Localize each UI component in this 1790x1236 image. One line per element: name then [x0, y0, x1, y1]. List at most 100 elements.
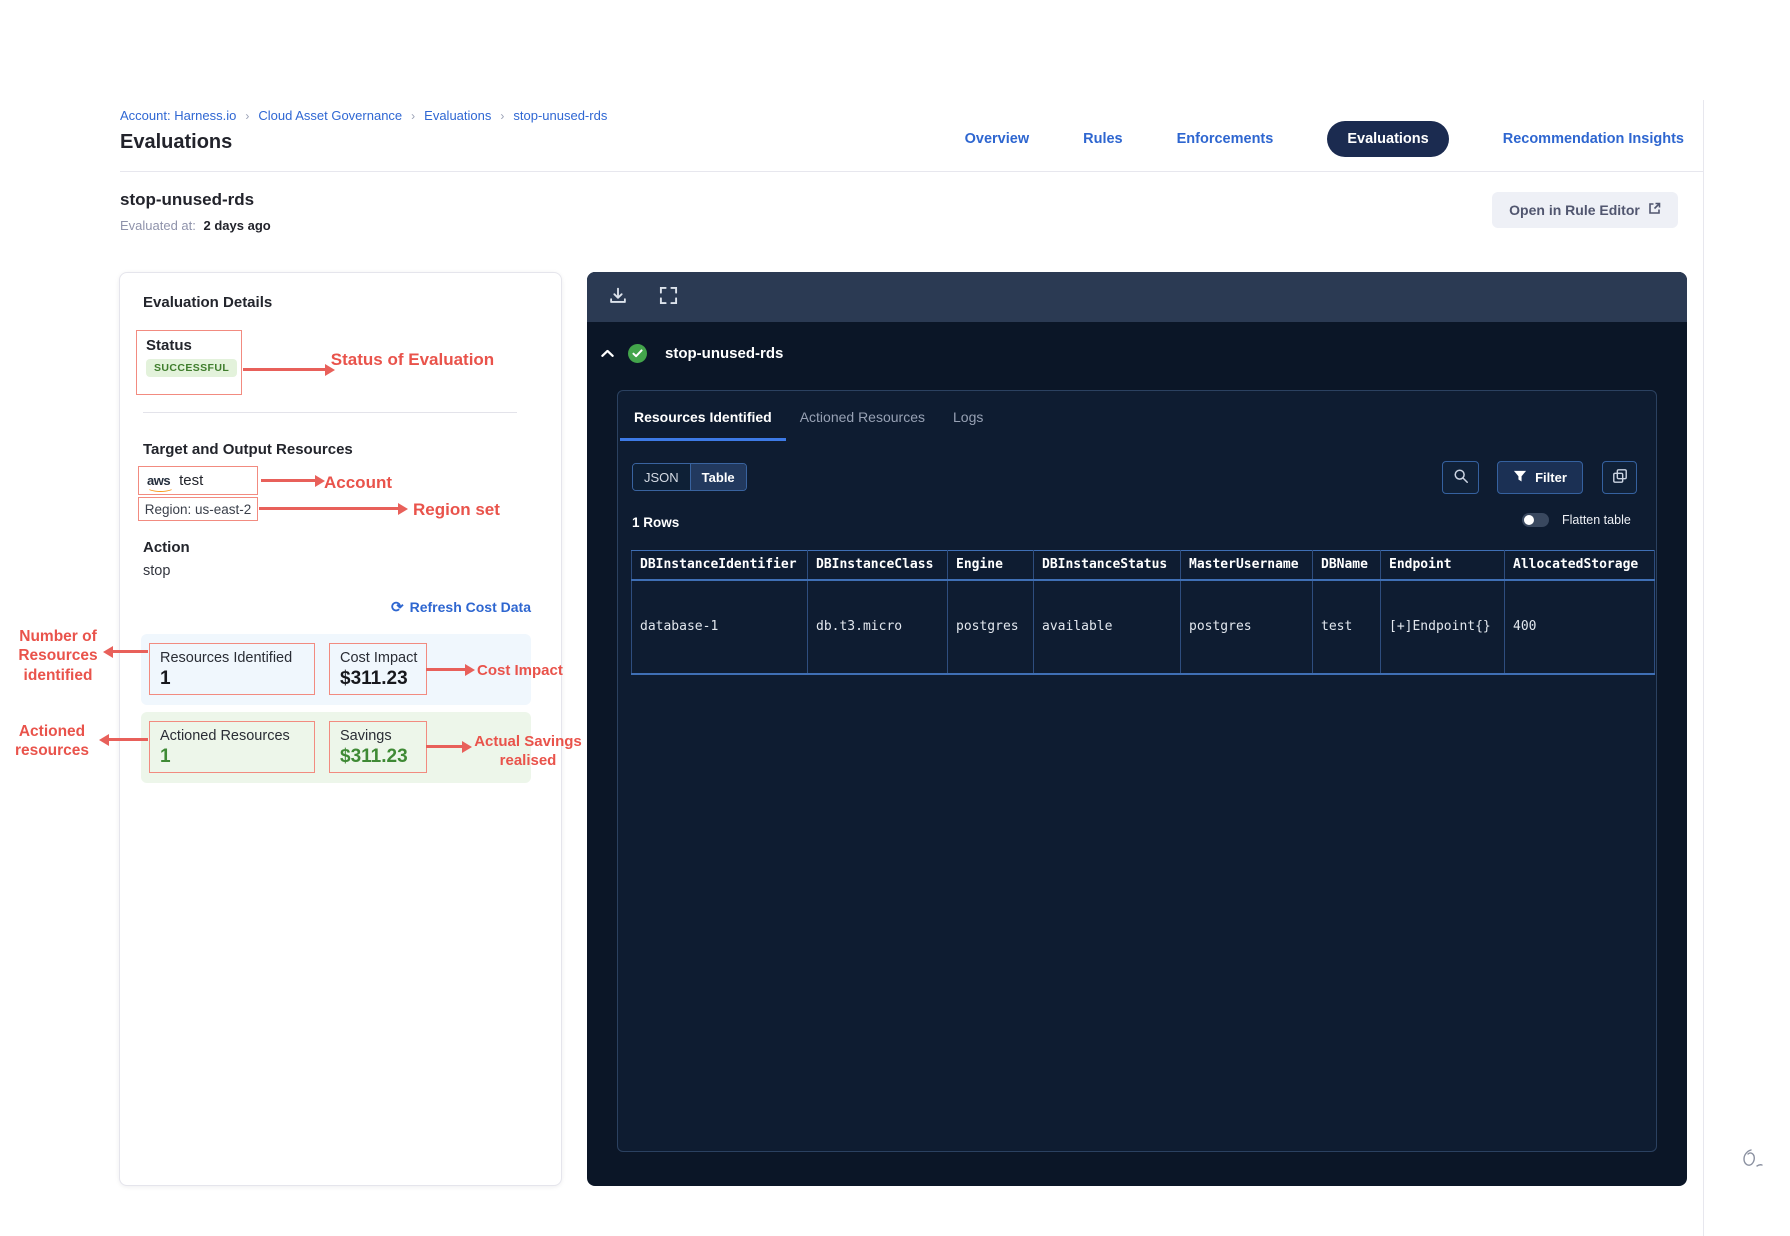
section-divider — [143, 412, 517, 413]
table-row: database-1 db.t3.micro postgres availabl… — [631, 579, 1655, 675]
viewer-toolbar — [587, 272, 1687, 322]
account-annotation-box: aws test — [138, 466, 258, 495]
cell-db-instance-class: db.t3.micro — [807, 579, 948, 675]
nav-tab-evaluations-active[interactable]: Evaluations — [1327, 121, 1449, 157]
status-badge: SUCCESSFUL — [146, 359, 238, 377]
savings-label: Savings — [340, 728, 392, 744]
refresh-cost-data-label: Refresh Cost Data — [409, 599, 531, 615]
region-annotation-box: Region: us-east-2 — [138, 497, 258, 521]
annotation-region-set: Region set — [413, 500, 500, 519]
breadcrumb-evaluations[interactable]: Evaluations — [424, 108, 492, 123]
cell-engine: postgres — [947, 579, 1034, 675]
rule-name-heading: stop-unused-rds — [120, 190, 255, 209]
cell-db-name: test — [1312, 579, 1381, 675]
cell-endpoint-expandable[interactable]: [+]Endpoint{} — [1380, 579, 1505, 675]
external-link-icon — [1648, 202, 1661, 218]
filter-label: Filter — [1535, 470, 1567, 485]
open-in-rule-editor-button[interactable]: Open in Rule Editor — [1492, 192, 1678, 228]
savings-metric: Savings $311.23 — [329, 721, 427, 773]
annotation-account: Account — [324, 473, 392, 492]
status-annotation-box: Status SUCCESSFUL — [136, 330, 242, 395]
resources-identified-metric: Resources Identified 1 — [149, 643, 315, 695]
annotation-actual-savings: Actual Savings realised — [474, 733, 582, 770]
rows-count: 1 Rows — [632, 515, 680, 530]
annotation-number-of-resources: Number of Resources identified — [18, 628, 98, 684]
view-mode-table-active[interactable]: Table — [689, 464, 746, 490]
tab-logs[interactable]: Logs — [953, 409, 984, 425]
download-icon — [607, 285, 629, 310]
column-header: DBInstanceClass — [807, 550, 948, 581]
table-header-row: DBInstanceIdentifier DBInstanceClass Eng… — [631, 550, 1655, 581]
copy-button[interactable] — [1602, 461, 1637, 494]
search-icon — [1453, 468, 1469, 487]
resources-identified-label: Resources Identified — [160, 650, 293, 666]
fullscreen-button[interactable] — [659, 286, 678, 308]
toggle-knob — [1524, 515, 1534, 525]
actioned-annotation-arrow — [108, 738, 148, 741]
pen-squiggle — [1737, 1144, 1763, 1179]
view-mode-json[interactable]: JSON — [633, 464, 690, 490]
status-annotation-arrow — [243, 368, 326, 371]
breadcrumb-separator: › — [411, 108, 416, 123]
cell-allocated-storage: 400 — [1504, 579, 1655, 675]
success-check-icon — [628, 343, 647, 363]
column-header: AllocatedStorage — [1504, 550, 1655, 581]
breadcrumb-separator: › — [245, 108, 250, 123]
flatten-table-label: Flatten table — [1562, 513, 1631, 527]
evaluated-at-label: Evaluated at: — [120, 218, 196, 233]
target-resources-heading: Target and Output Resources — [143, 441, 353, 458]
column-header: DBInstanceStatus — [1033, 550, 1181, 581]
search-button[interactable] — [1442, 461, 1479, 494]
filter-button[interactable]: Filter — [1497, 461, 1583, 494]
view-mode-toggle: JSON Table — [632, 463, 747, 491]
tab-resources-identified[interactable]: Resources Identified — [620, 401, 786, 441]
annotation-status-of-evaluation: Status of Evaluation — [330, 350, 495, 369]
account-name: test — [179, 472, 204, 489]
flatten-table-control[interactable]: Flatten table — [1522, 513, 1631, 527]
column-header: DBName — [1312, 550, 1381, 581]
evaluated-at: Evaluated at: 2 days ago — [120, 218, 271, 233]
refresh-cost-data-link[interactable]: ⟳ Refresh Cost Data — [391, 599, 531, 615]
header-divider — [120, 171, 1703, 172]
nav-tab-rules[interactable]: Rules — [1083, 131, 1123, 147]
nav-tab-recommendation-insights[interactable]: Recommendation Insights — [1502, 131, 1684, 147]
open-in-rule-editor-label: Open in Rule Editor — [1509, 202, 1640, 218]
actioned-resources-value: 1 — [160, 746, 171, 767]
tab-actioned-resources[interactable]: Actioned Resources — [799, 409, 925, 425]
filter-funnel-icon — [1513, 470, 1527, 486]
cost-impact-label: Cost Impact — [340, 650, 418, 666]
breadcrumb-governance[interactable]: Cloud Asset Governance — [258, 108, 403, 123]
savings-value: $311.23 — [340, 746, 408, 767]
evaluation-details-heading: Evaluation Details — [143, 294, 273, 311]
actioned-resources-label: Actioned Resources — [160, 728, 290, 744]
annotation-actioned-resources: Actioned resources — [14, 723, 90, 760]
account-annotation-arrow — [261, 479, 316, 482]
column-header: DBInstanceIdentifier — [631, 550, 808, 581]
results-card: Resources Identified Actioned Resources … — [617, 390, 1657, 1152]
cost-impact-metric: Cost Impact $311.23 — [329, 643, 427, 695]
breadcrumb-account[interactable]: Account: Harness.io — [120, 108, 237, 123]
resources-table: DBInstanceIdentifier DBInstanceClass Eng… — [631, 550, 1655, 675]
collapse-button[interactable] — [601, 346, 614, 361]
refresh-icon: ⟳ — [391, 598, 404, 616]
cost-impact-value: $311.23 — [340, 668, 408, 689]
breadcrumb-rule[interactable]: stop-unused-rds — [513, 108, 608, 123]
flatten-toggle[interactable] — [1522, 513, 1549, 527]
viewer-header: stop-unused-rds — [587, 322, 1687, 384]
nav-tab-overview[interactable]: Overview — [964, 131, 1030, 147]
resources-identified-value: 1 — [160, 668, 171, 689]
annotation-cost-impact: Cost Impact — [477, 662, 563, 679]
column-header: MasterUsername — [1180, 550, 1313, 581]
viewer-rule-title: stop-unused-rds — [665, 344, 784, 362]
nav-tab-enforcements[interactable]: Enforcements — [1176, 131, 1274, 147]
breadcrumb: Account: Harness.io › Cloud Asset Govern… — [120, 108, 607, 123]
region-annotation-arrow — [259, 507, 399, 510]
top-nav: Overview Rules Enforcements Evaluations … — [965, 121, 1684, 157]
chevron-up-icon — [601, 346, 614, 361]
action-value: stop — [143, 563, 171, 579]
evaluation-details-card: Evaluation Details Status SUCCESSFUL Sta… — [119, 272, 582, 1186]
resources-annotation-arrow — [112, 650, 148, 653]
breadcrumb-separator: › — [500, 108, 505, 123]
download-button[interactable] — [607, 285, 629, 310]
cell-db-instance-status: available — [1033, 579, 1181, 675]
